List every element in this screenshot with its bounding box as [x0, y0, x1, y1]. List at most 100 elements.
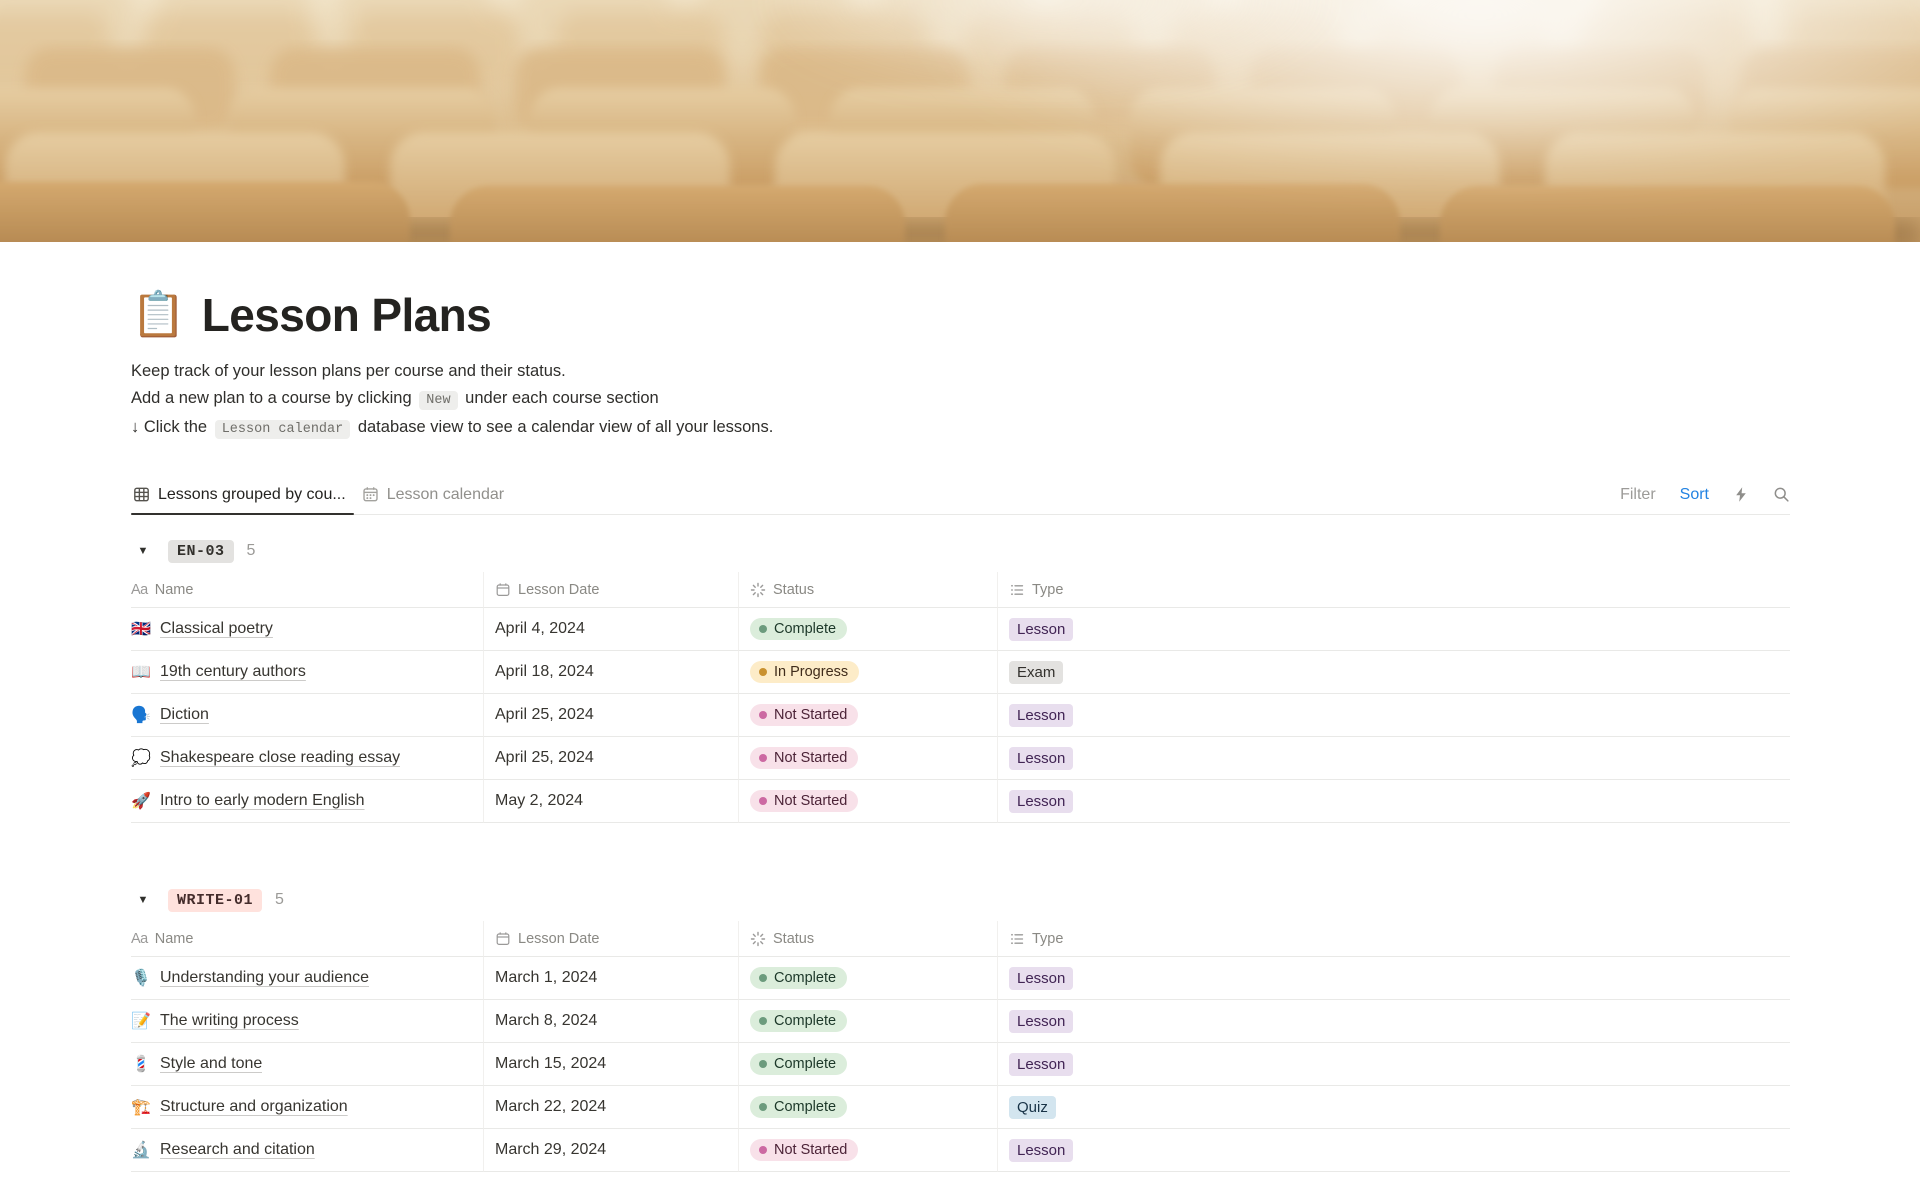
status-cell[interactable]: Not Started [739, 1129, 998, 1172]
lesson-date-cell[interactable]: April 25, 2024 [484, 694, 739, 737]
lesson-page-link[interactable]: Style and tone [160, 1055, 263, 1072]
status-badge[interactable]: Complete [750, 618, 848, 640]
name-cell[interactable]: 📖 19th century authors [131, 651, 484, 694]
type-badge[interactable]: Lesson [1009, 1052, 1074, 1076]
type-badge[interactable]: Lesson [1009, 966, 1074, 990]
toggle-triangle-icon[interactable]: ▼ [137, 545, 149, 557]
lesson-emoji-icon: 💭 [131, 750, 151, 767]
type-cell[interactable]: Lesson [998, 608, 1790, 651]
status-cell[interactable]: Complete [739, 957, 998, 1000]
name-cell[interactable]: 💭 Shakespeare close reading essay [131, 737, 484, 780]
status-cell[interactable]: Not Started [739, 694, 998, 737]
status-cell[interactable]: Complete [739, 1086, 998, 1129]
page-emoji-icon[interactable]: 📋 [131, 290, 186, 339]
column-header-status[interactable]: Status [739, 921, 998, 957]
status-badge[interactable]: Not Started [750, 704, 859, 726]
type-cell[interactable]: Lesson [998, 737, 1790, 780]
status-cell[interactable]: Not Started [739, 780, 998, 823]
type-cell[interactable]: Lesson [998, 1043, 1790, 1086]
column-header-status[interactable]: Status [739, 572, 998, 608]
lesson-calendar-code-chip: Lesson calendar [214, 420, 351, 439]
status-badge[interactable]: In Progress [750, 661, 860, 683]
lesson-page-link[interactable]: Research and citation [160, 1141, 315, 1158]
column-header-type[interactable]: Type [998, 921, 1790, 957]
tab-lesson-calendar[interactable]: Lesson calendar [360, 475, 518, 514]
type-cell[interactable]: Lesson [998, 780, 1790, 823]
status-cell[interactable]: Complete [739, 608, 998, 651]
lesson-date-cell[interactable]: March 8, 2024 [484, 1000, 739, 1043]
status-cell[interactable]: Complete [739, 1043, 998, 1086]
type-badge[interactable]: Lesson [1009, 1138, 1074, 1162]
name-cell[interactable]: 🚀 Intro to early modern English [131, 780, 484, 823]
column-header-name[interactable]: Aa Name [131, 921, 484, 957]
name-cell[interactable]: 🇬🇧 Classical poetry [131, 608, 484, 651]
type-badge[interactable]: Lesson [1009, 746, 1074, 770]
name-cell[interactable]: 🎙️ Understanding your audience [131, 957, 484, 1000]
lesson-date-cell[interactable]: May 2, 2024 [484, 780, 739, 823]
type-badge[interactable]: Lesson [1009, 789, 1074, 813]
lesson-date-cell[interactable]: March 22, 2024 [484, 1086, 739, 1129]
status-cell[interactable]: Complete [739, 1000, 998, 1043]
lesson-date-value: March 22, 2024 [495, 1098, 607, 1115]
course-group-chip[interactable]: WRITE-01 [168, 888, 263, 912]
lesson-page-link[interactable]: Shakespeare close reading essay [160, 749, 401, 766]
type-cell[interactable]: Exam [998, 651, 1790, 694]
status-label: Complete [774, 1013, 837, 1029]
course-group-chip[interactable]: EN-03 [168, 539, 234, 563]
type-badge[interactable]: Quiz [1009, 1095, 1056, 1119]
description-line-1: Keep track of your lesson plans per cour… [131, 358, 1790, 385]
name-cell[interactable]: 📝 The writing process [131, 1000, 484, 1043]
lesson-page-link[interactable]: The writing process [160, 1012, 299, 1029]
lesson-page-link[interactable]: Diction [160, 706, 209, 723]
type-badge[interactable]: Exam [1009, 660, 1064, 684]
type-cell[interactable]: Lesson [998, 1000, 1790, 1043]
lesson-date-cell[interactable]: March 1, 2024 [484, 957, 739, 1000]
description-line-2: Add a new plan to a course by clicking N… [131, 385, 1790, 414]
lesson-page-link[interactable]: Intro to early modern English [160, 792, 365, 809]
status-badge[interactable]: Complete [750, 1010, 848, 1032]
lesson-page-link[interactable]: Understanding your audience [160, 969, 370, 986]
status-badge[interactable]: Complete [750, 1053, 848, 1075]
lesson-date-cell[interactable]: March 29, 2024 [484, 1129, 739, 1172]
lesson-page-link[interactable]: 19th century authors [160, 663, 306, 680]
status-cell[interactable]: In Progress [739, 651, 998, 694]
table-header-row: Aa Name Lesson Date [131, 572, 1790, 608]
type-cell[interactable]: Lesson [998, 957, 1790, 1000]
name-cell[interactable]: 💈 Style and tone [131, 1043, 484, 1086]
lesson-date-cell[interactable]: March 15, 2024 [484, 1043, 739, 1086]
lesson-emoji-icon: 🇬🇧 [131, 621, 151, 638]
automations-icon[interactable] [1733, 486, 1749, 503]
column-header-lesson-date[interactable]: Lesson Date [484, 921, 739, 957]
column-header-name[interactable]: Aa Name [131, 572, 484, 608]
lesson-page-link[interactable]: Classical poetry [160, 620, 273, 637]
lesson-page-link[interactable]: Structure and organization [160, 1098, 348, 1115]
name-cell[interactable]: 🏗️ Structure and organization [131, 1086, 484, 1129]
status-badge[interactable]: Not Started [750, 1139, 859, 1161]
lesson-date-cell[interactable]: April 4, 2024 [484, 608, 739, 651]
name-cell[interactable]: 🔬 Research and citation [131, 1129, 484, 1172]
status-badge[interactable]: Not Started [750, 790, 859, 812]
table-row: 🗣️ Diction April 25, 2024 Not Started Le… [131, 694, 1790, 737]
tab-lessons-grouped-by-course[interactable]: Lessons grouped by cou... [131, 475, 360, 515]
toggle-triangle-icon[interactable]: ▼ [137, 894, 149, 906]
search-icon[interactable] [1773, 486, 1790, 503]
type-cell[interactable]: Quiz [998, 1086, 1790, 1129]
lesson-emoji-icon: 💈 [131, 1056, 151, 1073]
name-cell[interactable]: 🗣️ Diction [131, 694, 484, 737]
status-badge[interactable]: Complete [750, 1096, 848, 1118]
type-cell[interactable]: Lesson [998, 694, 1790, 737]
lesson-date-cell[interactable]: April 18, 2024 [484, 651, 739, 694]
type-cell[interactable]: Lesson [998, 1129, 1790, 1172]
column-header-lesson-date[interactable]: Lesson Date [484, 572, 739, 608]
filter-button[interactable]: Filter [1620, 485, 1656, 503]
column-header-type[interactable]: Type [998, 572, 1790, 608]
lesson-date-cell[interactable]: April 25, 2024 [484, 737, 739, 780]
type-badge[interactable]: Lesson [1009, 1009, 1074, 1033]
type-badge[interactable]: Lesson [1009, 617, 1074, 641]
type-badge[interactable]: Lesson [1009, 703, 1074, 727]
status-badge[interactable]: Complete [750, 967, 848, 989]
status-badge[interactable]: Not Started [750, 747, 859, 769]
status-cell[interactable]: Not Started [739, 737, 998, 780]
sort-button[interactable]: Sort [1679, 485, 1709, 503]
table-row: 🏗️ Structure and organization March 22, … [131, 1086, 1790, 1129]
